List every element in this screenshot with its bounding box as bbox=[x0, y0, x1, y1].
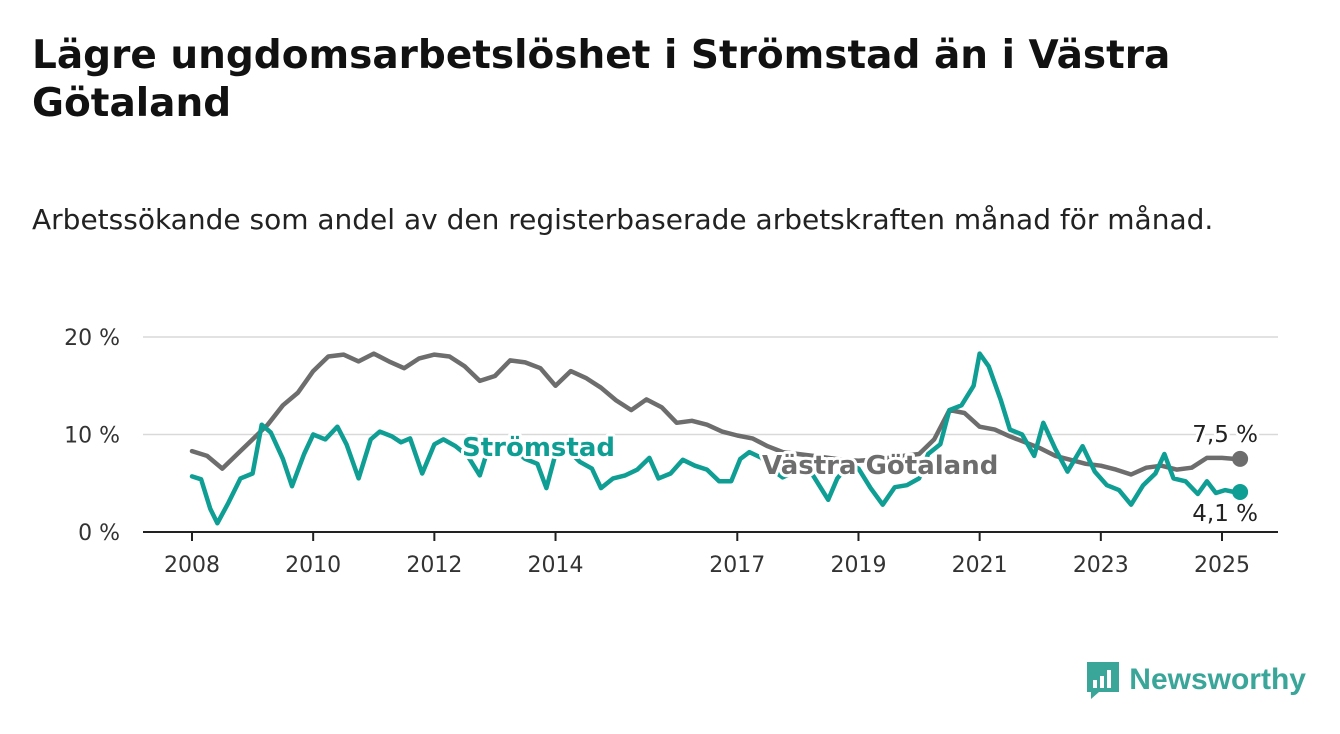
y-tick-label: 10 % bbox=[64, 424, 120, 449]
y-tick-label: 0 % bbox=[78, 521, 120, 546]
series-line-vastra bbox=[189, 351, 1237, 477]
x-tick-label: 2012 bbox=[406, 553, 462, 578]
series-label-vastra: Västra Götaland bbox=[762, 451, 998, 481]
x-tick-label: 2023 bbox=[1073, 553, 1129, 578]
x-tick-label: 2008 bbox=[164, 553, 220, 578]
series-line-stromstad bbox=[189, 351, 1237, 526]
x-tick-label: 2025 bbox=[1194, 553, 1250, 578]
chart-title: Lägre ungdomsarbetslöshet i Strömstad än… bbox=[32, 33, 1171, 126]
x-tick-label: 2019 bbox=[830, 553, 886, 578]
x-tick-label: 2014 bbox=[528, 553, 584, 578]
newsworthy-logo: Newsworthy bbox=[1085, 660, 1306, 700]
end-point-vastra bbox=[1232, 450, 1249, 467]
y-tick-label: 20 % bbox=[64, 326, 120, 351]
x-tick-label: 2017 bbox=[709, 553, 765, 578]
line-chart: 0 % 10 % 20 % 2008 2010 2012 2014 2017 2019 2021 2… bbox=[64, 326, 1278, 578]
end-value-label-vastra: 7,5 % bbox=[1192, 422, 1258, 448]
bar-chart-icon bbox=[1087, 662, 1120, 699]
end-value-label-stromstad: 4,1 % bbox=[1192, 501, 1258, 527]
brand-name: Newsworthy bbox=[1129, 663, 1306, 696]
chart-subtitle: Arbetssökande som andel av den registerb… bbox=[32, 203, 1214, 236]
x-tick-label: 2021 bbox=[952, 553, 1008, 578]
x-tick-label: 2010 bbox=[285, 553, 341, 578]
end-point-stromstad bbox=[1232, 484, 1249, 501]
series-label-stromstad: Strömstad bbox=[462, 433, 615, 463]
